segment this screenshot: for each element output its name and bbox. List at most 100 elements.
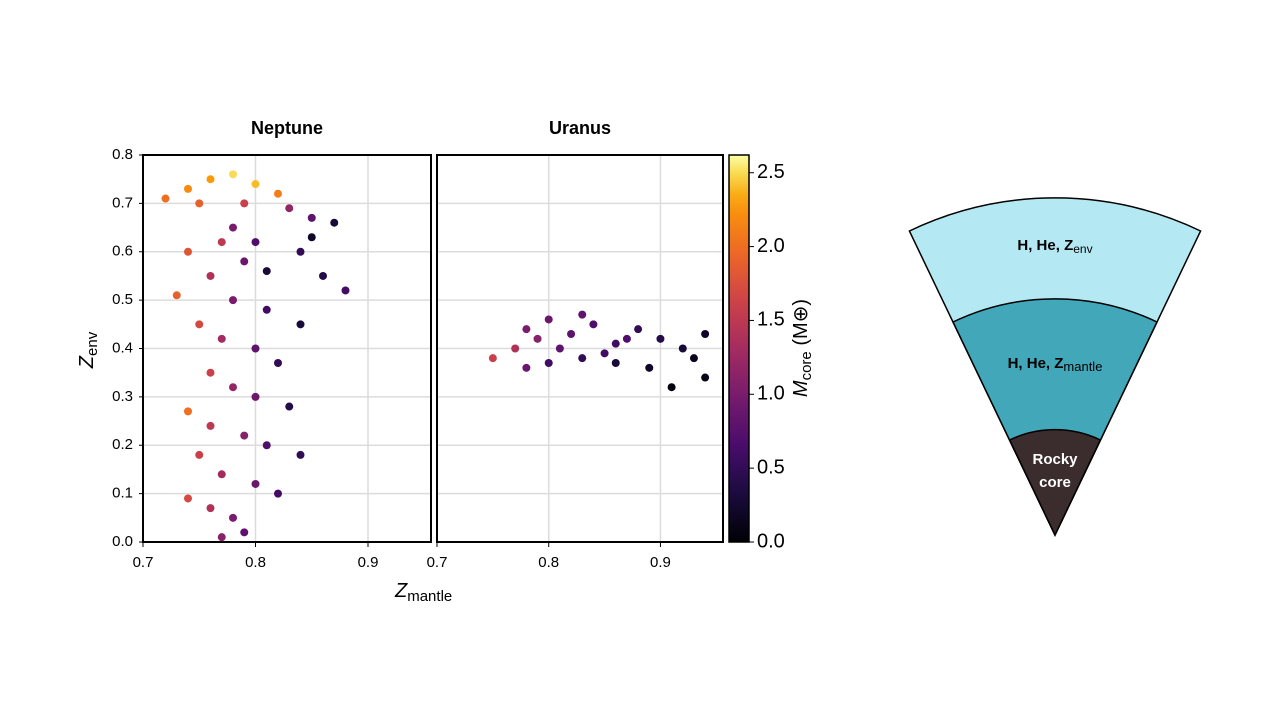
point [274,489,282,498]
point [161,194,170,203]
env-text: H, He, Z [1017,237,1073,254]
mantle-main: H, He, Z [1008,355,1064,372]
point [172,291,181,300]
point [488,354,497,363]
env-sub: env [1073,242,1092,256]
colorbar-tick-label: 0.5 [757,456,785,478]
point [522,325,531,334]
point [285,402,294,411]
mantle-layer [951,298,1159,537]
point [667,383,676,392]
point [251,180,260,189]
point [611,359,620,368]
point [307,233,316,242]
point [274,189,282,198]
point [285,204,294,213]
y-tick-label: 0.5 [112,291,133,308]
y-tick-label: 0.7 [112,194,133,211]
x-tick-label: 0.7 [427,554,448,571]
envelope-text: H, He, Zenv [1017,237,1092,256]
y-tick-label: 0.6 [112,243,133,260]
point [195,199,204,208]
y-tick-label: 0.1 [112,485,133,502]
x-tick-label: 0.8 [245,554,266,571]
point [600,349,609,358]
point [184,407,192,416]
point [206,504,215,513]
colorbar-tick-label: 1.5 [757,309,785,331]
mantle-text: H, He, Zmantle [1008,355,1103,374]
point [195,450,204,459]
point [307,213,316,222]
y-tick-label: 0.4 [112,339,133,356]
point [319,271,327,280]
point [195,320,204,329]
point [217,238,226,247]
panel-title: Uranus [549,118,611,138]
point [229,383,237,392]
point [217,334,226,343]
point [296,320,305,329]
colorbar-tick-label: 1.0 [757,383,785,405]
point [184,247,192,256]
colorbar-tick-label: 2.0 [757,235,785,257]
point [511,344,520,353]
core-text-2: core [1039,474,1071,491]
point [206,175,215,184]
point [341,286,350,295]
point [701,373,710,382]
point [240,528,249,537]
colorbar-tick-label: 0.0 [757,530,785,552]
point [251,479,260,488]
point [578,354,587,363]
point [701,329,710,338]
cb-label-main: M [790,380,812,397]
x-tick-label: 0.7 [133,554,154,571]
axes-frame [142,154,432,543]
y-tick-label: 0.8 [112,146,133,163]
point [184,184,192,193]
point [533,334,542,343]
y-tick-label: 0.2 [112,436,133,453]
y-tick-label: 0.3 [112,388,133,405]
point [229,223,237,232]
y-axis-label: Zenv [76,331,101,369]
colorbar [728,154,750,543]
point [229,296,237,305]
colorbar-label: Mcore (M⊕) [790,299,815,397]
point [206,421,215,430]
point [645,363,654,372]
x-label-sub: mantle [407,588,452,605]
x-tick-label: 0.8 [538,554,559,571]
cb-label-rest: (M⊕) [790,299,812,351]
point [262,267,271,276]
point [251,392,260,401]
x-label-main: Z [394,580,408,602]
point [522,363,531,372]
point [296,450,305,459]
y-label-sub: env [84,331,101,356]
panel-title: Neptune [251,118,323,138]
point [251,344,260,353]
cb-label-sub: core [798,351,815,380]
point [229,513,237,522]
point [567,329,576,338]
point [240,199,249,208]
point [217,470,226,479]
x-tick-label: 0.9 [358,554,379,571]
point [622,334,631,343]
point [611,339,620,348]
point [544,315,553,324]
core-text: Rocky [1032,451,1078,468]
point [634,325,643,334]
point [251,238,260,247]
point [296,247,305,256]
point [240,431,249,440]
point [274,359,282,368]
point [206,368,215,377]
layer-diagram [908,197,1202,537]
y-label-main: Z [76,355,98,369]
point [578,310,587,319]
point [262,305,271,314]
